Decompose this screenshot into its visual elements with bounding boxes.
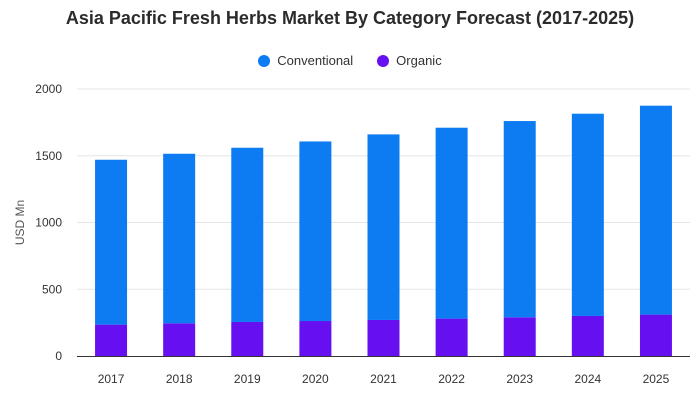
bars	[95, 105, 672, 356]
y-tick-label: 0	[55, 349, 62, 363]
bar-conventional-2024[interactable]	[571, 113, 604, 316]
bar-conventional-2020[interactable]	[299, 141, 332, 322]
x-tick-label: 2018	[166, 372, 193, 386]
bar-organic-2025[interactable]	[639, 314, 672, 356]
bar-conventional-2022[interactable]	[435, 127, 468, 319]
bar-conventional-2023[interactable]	[503, 121, 536, 318]
y-tick-label: 500	[42, 282, 62, 296]
bar-organic-2018[interactable]	[163, 323, 196, 356]
x-tick-label: 2025	[643, 372, 670, 386]
y-axis-label: USD Mn	[13, 200, 27, 245]
legend: Conventional Organic	[0, 53, 700, 68]
x-tick-label: 2021	[370, 372, 397, 386]
y-tick-label: 1500	[35, 149, 62, 163]
bar-conventional-2018[interactable]	[163, 153, 196, 324]
legend-label-organic: Organic	[396, 53, 442, 68]
bar-conventional-2025[interactable]	[639, 105, 672, 315]
x-tick-label: 2024	[574, 372, 601, 386]
x-tick-label: 2022	[438, 372, 465, 386]
bar-organic-2020[interactable]	[299, 321, 332, 356]
bar-organic-2019[interactable]	[231, 321, 264, 356]
x-tick-labels: 2017 2018 2019 2020 2021 2022 2023 2024 2025	[98, 372, 670, 386]
y-tick-label: 1000	[35, 216, 62, 230]
legend-item-conventional[interactable]: Conventional	[258, 53, 353, 68]
bar-conventional-2017[interactable]	[95, 159, 128, 325]
bar-organic-2024[interactable]	[571, 315, 604, 356]
x-tick-label: 2023	[506, 372, 533, 386]
x-tick-label: 2019	[234, 372, 261, 386]
bar-organic-2023[interactable]	[503, 317, 536, 356]
bar-conventional-2021[interactable]	[367, 134, 400, 320]
bar-organic-2021[interactable]	[367, 319, 400, 356]
legend-swatch-organic	[377, 54, 390, 67]
x-tick-label: 2017	[98, 372, 125, 386]
bar-organic-2017[interactable]	[95, 324, 128, 356]
y-tick-labels: 0 500 1000 1500 2000	[35, 82, 62, 363]
chart-title: Asia Pacific Fresh Herbs Market By Categ…	[65, 8, 635, 28]
bar-organic-2022[interactable]	[435, 318, 468, 356]
y-tick-label: 2000	[35, 82, 62, 96]
legend-label-conventional: Conventional	[277, 53, 354, 68]
bar-conventional-2019[interactable]	[231, 147, 264, 322]
legend-swatch-conventional	[258, 54, 271, 67]
x-tick-label: 2020	[302, 372, 329, 386]
legend-item-organic[interactable]: Organic	[377, 53, 442, 68]
